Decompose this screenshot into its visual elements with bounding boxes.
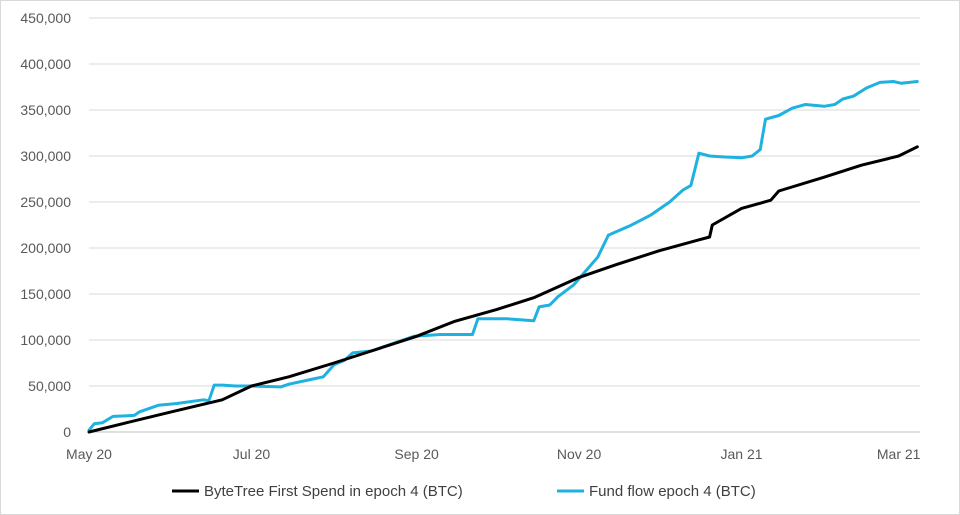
y-tick-label: 250,000 [20,194,71,210]
gridlines [89,17,920,387]
x-axis-tick-labels: May 20 Jul 20 Sep 20 Nov 20 Jan 21 Mar 21 [66,446,921,462]
series-line-bytetree-first-spend [87,145,919,434]
y-tick-label: 0 [63,424,71,440]
y-axis-tick-labels: 0 50,000 100,000 150,000 200,000 250,000 300,0… [20,10,71,440]
y-tick-label: 100,000 [20,332,71,348]
x-tick-label: Jan 21 [721,446,763,462]
legend-label-fund-flow: Fund flow epoch 4 (BTC) [589,483,756,500]
series-line-fund-flow [87,80,919,432]
y-tick-label: 50,000 [28,378,71,394]
y-tick-label: 450,000 [20,10,71,26]
series-lines [87,80,919,434]
x-tick-label: Sep 20 [394,446,439,462]
y-tick-label: 400,000 [20,56,71,72]
legend-label-bytetree: ByteTree First Spend in epoch 4 (BTC) [204,483,463,500]
y-tick-label: 300,000 [20,148,71,164]
y-tick-label: 150,000 [20,286,71,302]
x-tick-label: Mar 21 [877,446,921,462]
x-tick-label: Jul 20 [233,446,271,462]
y-tick-label: 350,000 [20,102,71,118]
x-tick-label: May 20 [66,446,112,462]
x-tick-label: Nov 20 [557,446,602,462]
legend: ByteTree First Spend in epoch 4 (BTC) Fu… [172,483,756,500]
y-tick-label: 200,000 [20,240,71,256]
